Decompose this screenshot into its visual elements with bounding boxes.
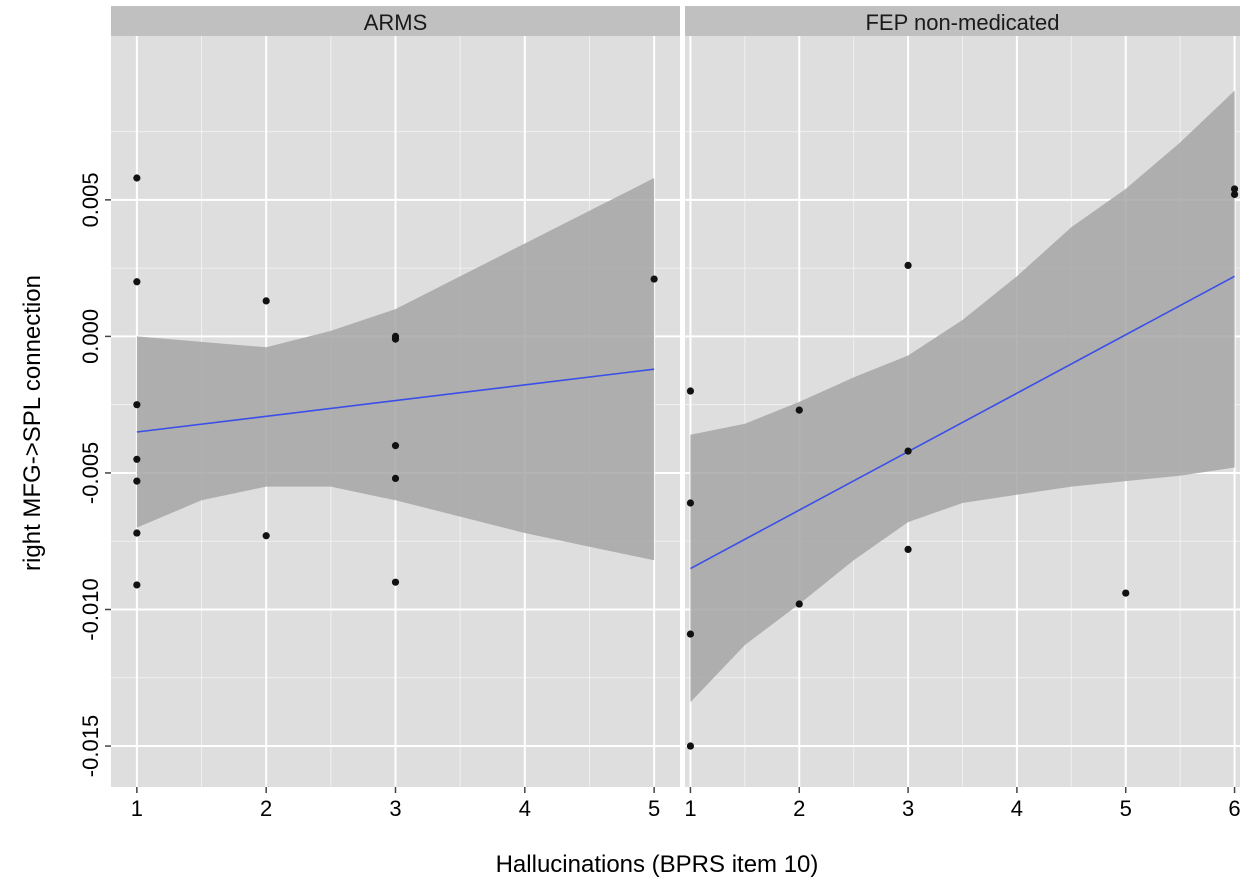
facet-strip — [111, 6, 680, 36]
x-tick-label: 1 — [684, 796, 696, 821]
x-tick-label: 5 — [648, 796, 660, 821]
data-point — [391, 442, 400, 450]
data-point — [133, 455, 141, 463]
x-tick-label: 6 — [1228, 796, 1240, 821]
data-point — [133, 278, 141, 286]
confidence-band — [136, 178, 655, 561]
confidence-band — [690, 90, 1235, 703]
x-tick-label: 2 — [793, 796, 805, 821]
data-point — [686, 742, 695, 750]
data-point — [133, 401, 141, 409]
y-axis: 0.005 0.000 -0.005 -0.010 -0.015 — [78, 172, 111, 777]
data-point — [262, 532, 270, 540]
data-point — [904, 261, 912, 269]
data-point — [262, 297, 270, 305]
data-point — [686, 630, 695, 638]
y-tick-label: -0.015 — [78, 715, 103, 777]
regression-line — [136, 368, 655, 433]
data-point — [686, 499, 695, 507]
data-point — [904, 447, 912, 455]
data-point — [133, 581, 141, 589]
data-point — [795, 406, 803, 414]
data-point — [391, 578, 400, 586]
y-tick-label: -0.005 — [78, 442, 103, 504]
data-point — [391, 335, 400, 343]
data-point — [650, 275, 658, 283]
data-point — [133, 477, 141, 485]
x-tick-label: 1 — [131, 796, 143, 821]
data-point — [391, 474, 400, 483]
y-axis-title: right MFG->SPL connection — [19, 275, 46, 571]
x-tick-label: 4 — [519, 796, 531, 821]
facet-panel-2: FEP non-medicated 1 2 3 4 5 6 — [684, 6, 1240, 821]
regression-line — [690, 275, 1235, 570]
y-tick-label: -0.010 — [78, 578, 103, 640]
data-point — [904, 545, 912, 554]
data-point — [133, 529, 141, 537]
y-tick-label: 0.000 — [78, 309, 103, 364]
y-tick-label: 0.005 — [78, 172, 103, 227]
x-tick-label: 5 — [1120, 796, 1132, 821]
data-point — [795, 600, 803, 608]
facet-strip-label: ARMS — [364, 10, 428, 35]
x-tick-label: 2 — [260, 796, 272, 821]
facet-strip — [685, 6, 1240, 36]
data-point — [1230, 190, 1239, 198]
facet-strip-label: FEP non-medicated — [865, 10, 1059, 35]
data-point — [1230, 185, 1239, 193]
x-tick-label: 3 — [902, 796, 914, 821]
facet-panel-1: ARMS 1 2 3 4 5 — [111, 6, 680, 821]
x-tick-label: 4 — [1011, 796, 1023, 821]
data-point — [1122, 589, 1130, 597]
x-axis-title: Hallucinations (BPRS item 10) — [496, 851, 819, 878]
x-tick-label: 3 — [389, 796, 401, 821]
data-point — [133, 174, 141, 182]
data-point — [686, 387, 695, 395]
panels-layer: ARMS 1 2 3 4 5 FEP non-medicated 1 2 3 4 5 6 — [111, 6, 1240, 821]
